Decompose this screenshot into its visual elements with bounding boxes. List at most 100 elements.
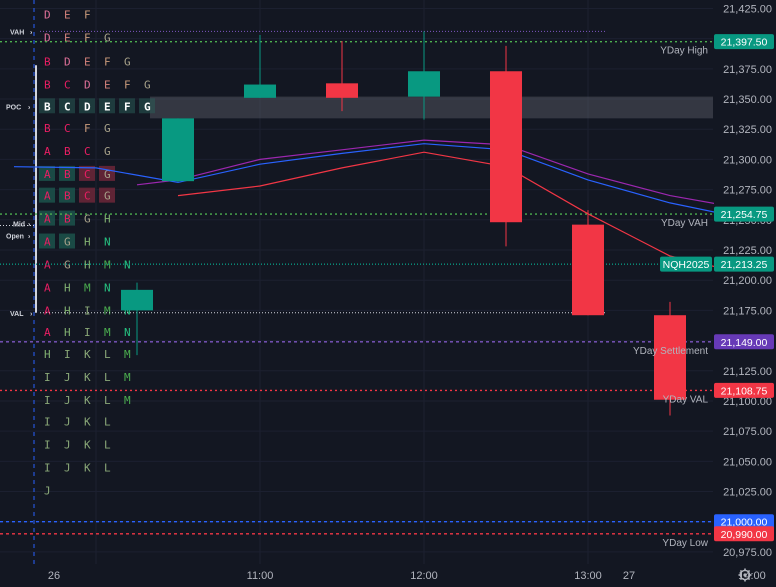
tpo-letter: A — [44, 258, 51, 271]
tpo-letter: H — [64, 304, 71, 317]
tpo-letter: L — [104, 438, 111, 451]
tpo-letter: N — [124, 258, 131, 271]
tpo-cell — [59, 233, 75, 249]
time-tick-label: 13:00 — [574, 570, 602, 582]
profile-marker-arrow: › — [28, 234, 31, 241]
candle-body — [326, 83, 358, 98]
candle[interactable] — [408, 31, 440, 120]
tpo-letter: E — [104, 100, 111, 113]
tpo-poc-cell — [39, 98, 55, 114]
candle[interactable] — [572, 210, 604, 316]
tpo-letter: H — [104, 213, 111, 226]
candle-body — [490, 71, 522, 223]
profile-marker-label: Mid — [13, 221, 25, 228]
tpo-letter: F — [84, 122, 91, 135]
price-badge — [714, 514, 774, 530]
tpo-letter: G — [144, 79, 151, 92]
tpo-letter: B — [64, 168, 71, 181]
tpo-letter: A — [44, 213, 51, 226]
price-badge-text: 21,254.75 — [721, 209, 768, 221]
tpo-letter: A — [44, 281, 51, 294]
tpo-letter: A — [44, 304, 51, 317]
level-name: YDay Low — [662, 538, 708, 549]
tpo-letter: G — [144, 100, 151, 113]
candle[interactable] — [121, 282, 153, 356]
tpo-letter: H — [84, 236, 91, 249]
tpo-letter: C — [84, 190, 91, 203]
tpo-letter: M — [124, 348, 131, 361]
tpo-letter: M — [124, 371, 131, 384]
tpo-letter: A — [44, 326, 51, 339]
tpo-letter: N — [124, 326, 131, 339]
tpo-letter: D — [44, 31, 51, 44]
price-tick-label: 21,225.00 — [723, 245, 772, 257]
tpo-letter: B — [44, 122, 51, 135]
tpo-letter: L — [104, 415, 111, 428]
tpo-letter: J — [64, 438, 71, 451]
tpo-letter: I — [44, 371, 51, 384]
candle-body — [162, 118, 194, 182]
candle[interactable] — [326, 41, 358, 112]
profile-level-label: VAH — [10, 29, 24, 36]
tpo-letter: H — [44, 348, 51, 361]
tpo-cell — [99, 187, 115, 203]
level-name: YDay VAH — [661, 218, 708, 229]
tpo-poc-cell — [119, 98, 135, 114]
tpo-letter: K — [84, 394, 91, 407]
tpo-letter: L — [104, 348, 111, 361]
candle-body — [654, 315, 686, 400]
tpo-letter: E — [64, 8, 71, 21]
poc-band-rect — [150, 96, 713, 119]
tpo-letter: M — [104, 304, 111, 317]
candle[interactable] — [244, 35, 276, 98]
tpo-letter: N — [124, 304, 131, 317]
tpo-letter: E — [64, 31, 71, 44]
candle[interactable] — [162, 118, 194, 183]
tpo-letter: G — [124, 56, 131, 69]
price-badge — [714, 334, 774, 350]
tpo-letter: G — [104, 122, 111, 135]
price-tick-label: 21,175.00 — [723, 305, 772, 317]
time-tick-label: 11:00 — [247, 570, 274, 582]
tpo-letter: C — [64, 100, 71, 113]
price-badge — [714, 206, 774, 222]
tpo-poc-cell — [79, 98, 95, 114]
tpo-letter: J — [64, 371, 71, 384]
price-axis-bg — [714, 0, 776, 587]
price-axis[interactable]: 21,425.0021,400.0021,375.0021,350.0021,3… — [714, 0, 776, 587]
tpo-letter: A — [44, 168, 51, 181]
gear-icon[interactable] — [738, 568, 752, 582]
level-name: YDay High — [660, 46, 708, 57]
tpo-letter: H — [84, 258, 91, 271]
candle-body — [572, 224, 604, 316]
candle[interactable] — [654, 301, 686, 416]
candle-body — [121, 289, 153, 311]
price-badge-text: 21,397.50 — [721, 37, 768, 49]
level-name: YDay VAL — [663, 394, 709, 405]
tpo-letter: B — [64, 190, 71, 203]
tpo-letter: I — [84, 304, 91, 317]
price-tick-label: 21,375.00 — [723, 64, 772, 76]
price-badge-text: 21,000.00 — [721, 517, 768, 529]
tpo-cell — [59, 187, 75, 203]
tpo-letter: G — [104, 168, 111, 181]
price-tick-label: 21,125.00 — [723, 366, 772, 378]
candle[interactable] — [490, 45, 522, 247]
tpo-letter: I — [64, 348, 71, 361]
tpo-letter: K — [84, 371, 91, 384]
tpo-letter: E — [104, 79, 111, 92]
tpo-letter: J — [44, 484, 51, 497]
tpo-letter: I — [44, 461, 51, 474]
price-tick-label: 21,075.00 — [723, 426, 772, 438]
tpo-letter: D — [64, 56, 71, 69]
price-tick-label: 20,975.00 — [723, 547, 772, 559]
candles[interactable] — [121, 31, 776, 444]
tpo-cell — [39, 187, 55, 203]
tpo-letter: F — [104, 56, 111, 69]
price-badge — [714, 256, 774, 272]
tpo-letter: D — [84, 79, 91, 92]
tpo-letter: H — [64, 281, 71, 294]
price-badge — [714, 526, 774, 542]
tpo-letter: L — [104, 394, 111, 407]
